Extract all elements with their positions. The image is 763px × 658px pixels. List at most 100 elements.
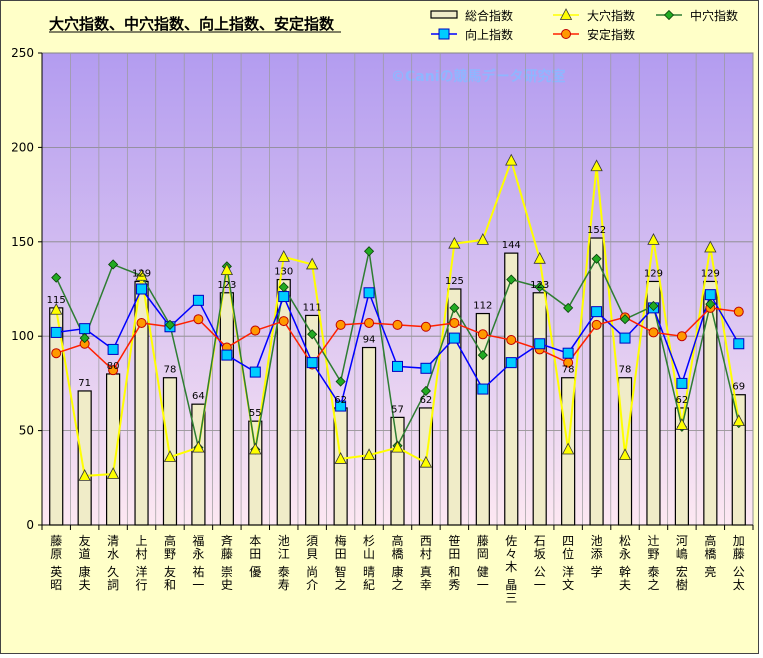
diamond-point[interactable] <box>335 376 346 387</box>
triangle-point[interactable] <box>106 467 120 479</box>
square-point[interactable] <box>420 362 432 374</box>
diamond-point[interactable] <box>449 302 460 313</box>
triangle-point[interactable] <box>618 448 632 461</box>
triangle-point[interactable] <box>306 257 319 270</box>
bar-21[interactable] <box>646 280 661 526</box>
diamond-point[interactable] <box>619 314 631 325</box>
square-point[interactable] <box>733 338 745 350</box>
circle-point[interactable] <box>506 334 517 345</box>
square-point[interactable] <box>192 294 204 306</box>
square-point[interactable] <box>534 338 546 350</box>
square-point[interactable] <box>221 349 233 361</box>
bar-22[interactable] <box>674 407 690 526</box>
circle-point[interactable] <box>449 317 460 328</box>
square-point[interactable] <box>392 360 403 372</box>
triangle-point[interactable] <box>505 153 518 166</box>
triangle-point[interactable] <box>135 268 148 281</box>
triangle-point[interactable] <box>50 302 63 315</box>
triangle-point[interactable] <box>448 236 461 249</box>
triangle-point[interactable] <box>249 442 262 455</box>
triangle-point[interactable] <box>163 450 177 462</box>
circle-point[interactable] <box>335 319 346 330</box>
square-point[interactable] <box>505 357 517 369</box>
square-point[interactable] <box>79 323 91 335</box>
triangle-point[interactable] <box>647 233 660 245</box>
triangle-point[interactable] <box>704 240 717 253</box>
triangle-point[interactable] <box>675 418 689 430</box>
square-point[interactable] <box>591 306 603 318</box>
triangle-point[interactable] <box>590 159 603 172</box>
triangle-point[interactable] <box>277 250 290 262</box>
diamond-point[interactable] <box>108 259 119 270</box>
circle-point[interactable] <box>733 306 744 317</box>
bar-17[interactable] <box>532 292 547 526</box>
diamond-point[interactable] <box>278 282 289 293</box>
bar-1[interactable] <box>77 390 92 526</box>
bar-9[interactable] <box>305 314 320 526</box>
square-point[interactable] <box>136 283 148 295</box>
bar-11[interactable] <box>361 346 377 526</box>
square-point[interactable] <box>676 377 688 389</box>
diamond-point[interactable] <box>648 300 659 312</box>
bar-15[interactable] <box>475 312 490 526</box>
bar-3[interactable] <box>134 280 149 526</box>
diamond-point[interactable] <box>363 246 375 257</box>
diamond-point[interactable] <box>307 329 318 340</box>
square-point[interactable] <box>704 289 716 301</box>
triangle-point[interactable] <box>561 442 575 455</box>
triangle-point[interactable] <box>533 251 546 264</box>
circle-point[interactable] <box>648 327 659 338</box>
square-point[interactable] <box>278 291 290 303</box>
triangle-point[interactable] <box>391 440 404 453</box>
diamond-point[interactable] <box>563 302 574 313</box>
diamond-point[interactable] <box>506 274 517 285</box>
triangle-point[interactable] <box>220 263 234 276</box>
bar-14[interactable] <box>447 288 462 526</box>
diamond-point[interactable] <box>534 282 545 293</box>
circle-point[interactable] <box>591 319 602 330</box>
triangle-point[interactable] <box>78 469 91 481</box>
triangle-point[interactable] <box>192 440 205 453</box>
triangle-point[interactable] <box>334 452 347 464</box>
square-point[interactable] <box>363 287 375 299</box>
legend-diamond-icon[interactable] <box>663 9 675 21</box>
circle-point[interactable] <box>420 321 431 332</box>
square-point[interactable] <box>335 400 347 412</box>
triangle-point[interactable] <box>732 414 745 427</box>
circle-point[interactable] <box>278 316 289 327</box>
square-point[interactable] <box>306 357 318 369</box>
circle-point[interactable] <box>364 317 375 328</box>
bar-7[interactable] <box>248 420 263 526</box>
bar-2[interactable] <box>105 373 121 526</box>
diamond-point[interactable] <box>420 385 432 397</box>
bar-12[interactable] <box>390 416 405 526</box>
square-point[interactable] <box>107 343 119 355</box>
circle-point[interactable] <box>392 319 403 330</box>
triangle-point[interactable] <box>362 448 376 461</box>
circle-point[interactable] <box>676 331 687 342</box>
square-point[interactable] <box>249 366 261 378</box>
circle-point[interactable] <box>136 317 147 328</box>
bar-6[interactable] <box>219 292 234 526</box>
legend-triangle-icon[interactable] <box>559 8 573 20</box>
bar-23[interactable] <box>703 280 718 526</box>
square-point[interactable] <box>448 332 460 344</box>
circle-point[interactable] <box>108 365 119 376</box>
circle-point[interactable] <box>51 348 62 359</box>
bar-16[interactable] <box>504 252 519 526</box>
circle-point[interactable] <box>477 329 488 340</box>
diamond-point[interactable] <box>477 350 488 361</box>
diamond-point[interactable] <box>51 272 62 283</box>
square-point[interactable] <box>562 347 574 359</box>
square-point[interactable] <box>477 383 489 395</box>
square-point[interactable] <box>50 326 62 338</box>
bar-24[interactable] <box>731 394 746 526</box>
diamond-point[interactable] <box>164 319 176 330</box>
legend-circle-icon[interactable] <box>561 29 571 39</box>
diamond-point[interactable] <box>591 253 602 264</box>
diamond-point[interactable] <box>79 333 90 344</box>
square-point[interactable] <box>619 332 631 344</box>
triangle-point[interactable] <box>476 233 489 245</box>
circle-point[interactable] <box>193 314 204 325</box>
bar-19[interactable] <box>589 237 604 526</box>
